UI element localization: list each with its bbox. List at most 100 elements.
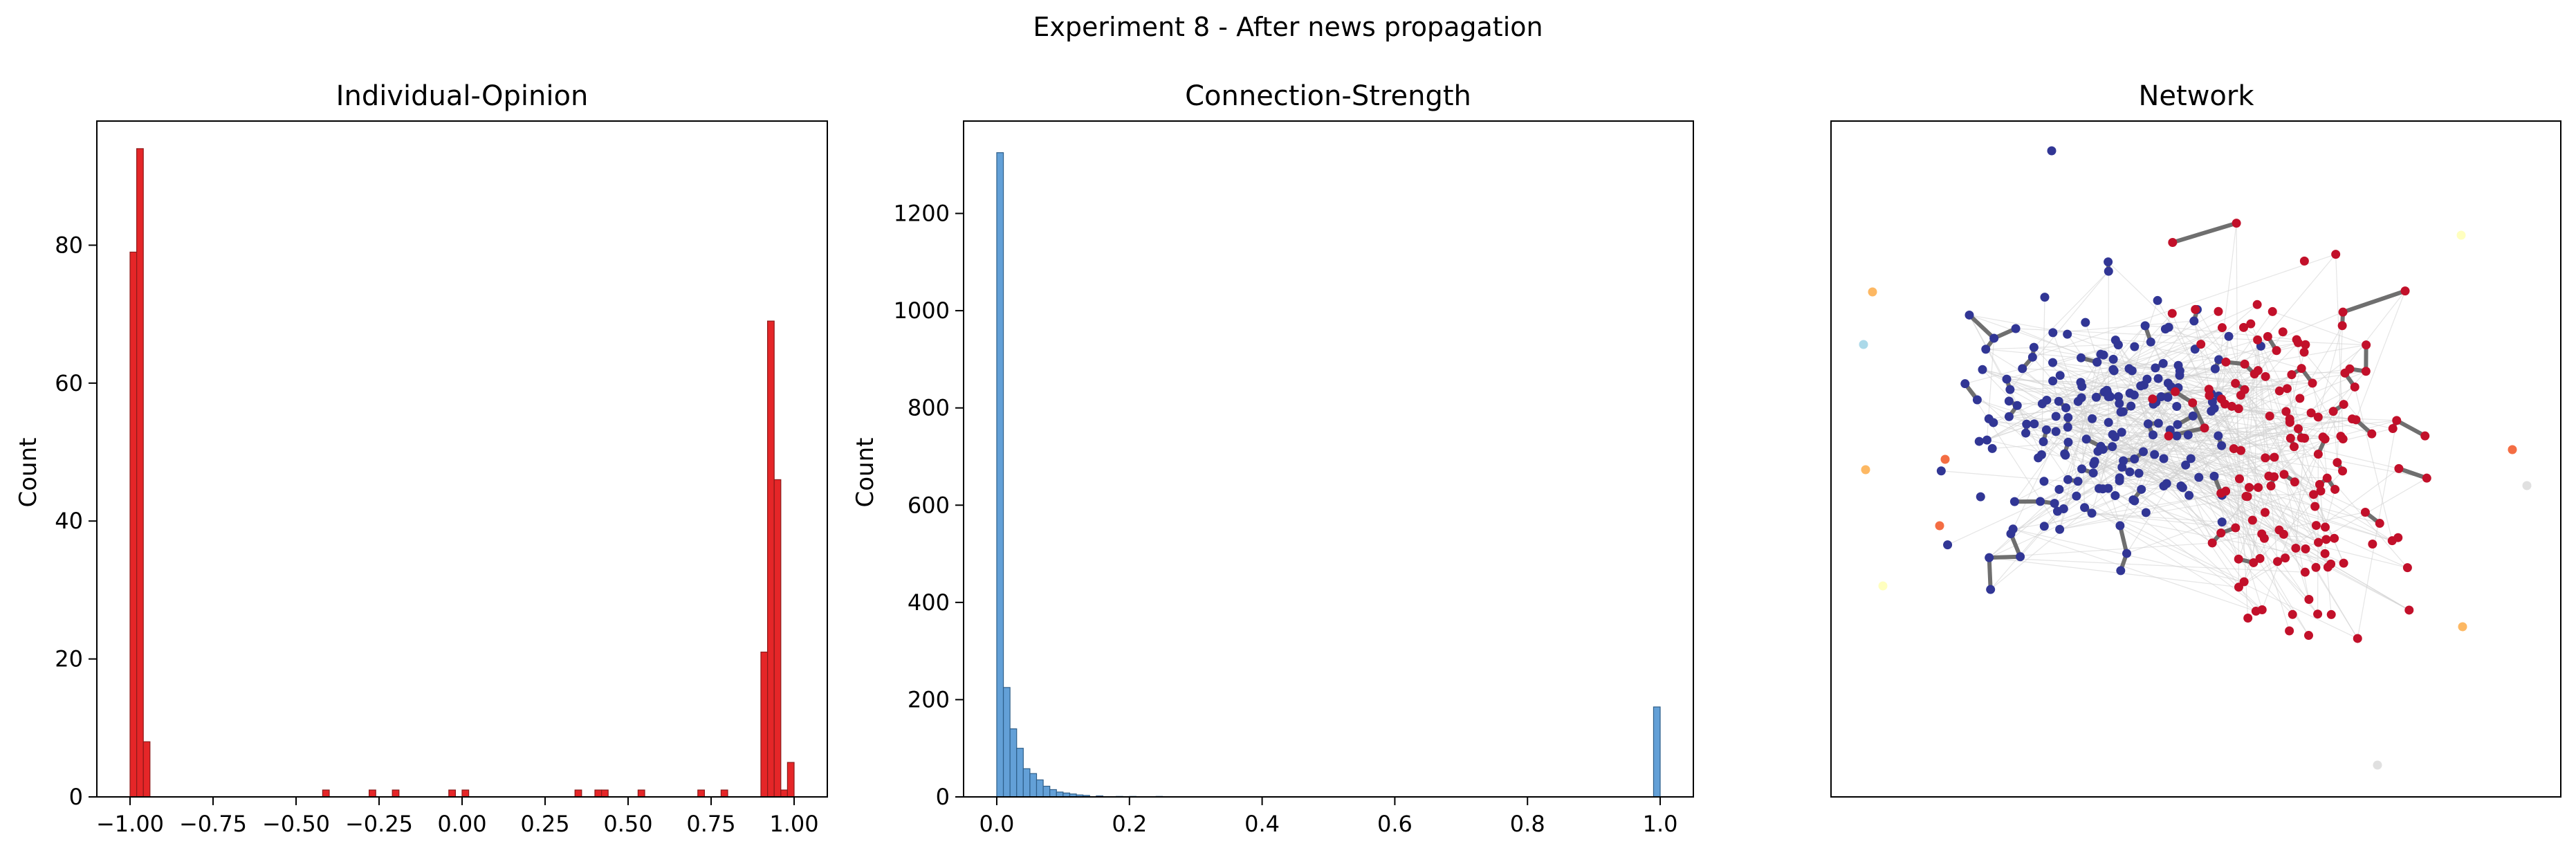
network-node xyxy=(1978,365,1987,374)
network-node xyxy=(2104,418,2113,428)
network-node xyxy=(1985,553,1994,562)
network-weak-edge xyxy=(2196,309,2335,539)
network-node xyxy=(2021,428,2031,438)
opinion-histogram-bar xyxy=(773,479,782,798)
network-node xyxy=(2099,350,2108,360)
network-node xyxy=(2194,472,2204,482)
network-node xyxy=(2205,391,2214,401)
network-weak-edge xyxy=(1989,557,2306,573)
network-weak-edge xyxy=(2165,329,2302,369)
network-node xyxy=(2164,322,2173,332)
network-weak-edge xyxy=(2163,254,2337,459)
network-node xyxy=(2009,497,2019,506)
network-node xyxy=(2231,378,2241,388)
network-node xyxy=(2050,499,2059,508)
network-node xyxy=(2360,507,2370,517)
network-node xyxy=(2259,533,2269,543)
network-weak-edge xyxy=(2032,356,2124,461)
network-weak-edge xyxy=(2064,453,2164,487)
network-node xyxy=(2063,437,2073,447)
network-node xyxy=(2234,582,2243,592)
network-node xyxy=(2080,503,2090,513)
network-weak-edge xyxy=(1989,557,2239,588)
network-node xyxy=(2092,358,2102,367)
opinion-histogram-bar xyxy=(136,148,144,798)
network-node xyxy=(2314,537,2324,547)
opinion-histogram-bar xyxy=(448,789,456,798)
network-node xyxy=(2171,387,2180,396)
network-node xyxy=(2039,477,2049,486)
network-weak-edge xyxy=(2357,420,2398,639)
network-node xyxy=(2217,517,2227,527)
network-node xyxy=(2320,522,2330,532)
opinion-histogram-x-tick-label: 0.00 xyxy=(437,811,486,837)
network-strong-edge xyxy=(1987,555,1993,592)
network-weak-edge xyxy=(2208,389,2358,639)
network-weak-edge xyxy=(2115,436,2236,528)
network-weak-edge xyxy=(2108,398,2153,423)
network-node xyxy=(2115,521,2125,531)
network-node xyxy=(2061,450,2070,460)
network-node xyxy=(2227,401,2236,411)
network-node xyxy=(2337,321,2347,331)
network-weak-edge xyxy=(2052,380,2081,383)
network-weak-edge xyxy=(2085,322,2122,433)
network-node xyxy=(2081,318,2090,327)
network-isolated-node xyxy=(1878,581,1888,591)
network-node xyxy=(2073,477,2083,486)
network-node xyxy=(2061,403,2071,412)
opinion-histogram-y-ticks: 0 20 40 60 80 xyxy=(55,232,97,810)
network-node xyxy=(2328,407,2338,416)
network-node xyxy=(2108,354,2118,364)
network-node xyxy=(1936,466,1946,476)
network-node xyxy=(2420,431,2430,441)
network-weak-edge xyxy=(2042,403,2327,540)
network-node xyxy=(2362,340,2371,350)
opinion-histogram-x-tick-label: −0.50 xyxy=(262,811,330,837)
opinion-histogram-title: Individual-Opinion xyxy=(336,80,589,112)
network-node xyxy=(2245,483,2254,493)
network-node xyxy=(2274,386,2284,396)
network-weak-edge xyxy=(2068,398,2153,428)
network-node xyxy=(2172,402,2182,412)
network-nodes xyxy=(1859,146,2532,770)
network-node xyxy=(2240,359,2250,369)
network-weak-edge xyxy=(2043,391,2176,527)
network-node xyxy=(2153,295,2162,305)
network-node xyxy=(2281,407,2291,416)
connection-histogram-x-tick-label: 0.8 xyxy=(1510,811,1545,837)
network-node xyxy=(2255,553,2265,563)
network-node xyxy=(2091,392,2101,402)
network-node xyxy=(2188,411,2198,421)
network-weak-edge xyxy=(2042,339,2258,405)
network-isolated-node xyxy=(2458,622,2467,632)
network-weak-edge xyxy=(1987,416,2057,441)
network-node xyxy=(1987,443,1997,453)
network-weak-edge xyxy=(2304,371,2366,439)
network-node xyxy=(2011,324,2021,333)
network-node xyxy=(2153,419,2163,428)
network-weak-edge xyxy=(2103,448,2234,450)
opinion-histogram-bar xyxy=(600,789,609,798)
network-title: Network xyxy=(2138,80,2254,112)
network-weak-edge xyxy=(2355,291,2406,421)
network-node xyxy=(2285,418,2294,428)
network-weak-edge xyxy=(2286,388,2326,528)
network-node xyxy=(2190,344,2200,354)
network-weak-edge xyxy=(1965,368,2023,385)
network-strong-edge xyxy=(2394,418,2427,439)
network-node xyxy=(2402,563,2412,573)
network-node xyxy=(2141,508,2151,517)
network-isolated-node xyxy=(2373,760,2382,770)
opinion-histogram-x-tick-label: 0.75 xyxy=(686,811,735,837)
network-node xyxy=(2297,364,2306,374)
network-node xyxy=(2055,371,2065,380)
connection-histogram-y-tick-label: 400 xyxy=(908,589,950,616)
network-weak-edge xyxy=(2259,470,2343,559)
connection-histogram-bar xyxy=(1009,728,1018,798)
network-node xyxy=(2167,309,2177,318)
network-node xyxy=(2030,419,2039,429)
connection-histogram-bar xyxy=(1056,791,1064,798)
network-node xyxy=(2051,427,2061,436)
